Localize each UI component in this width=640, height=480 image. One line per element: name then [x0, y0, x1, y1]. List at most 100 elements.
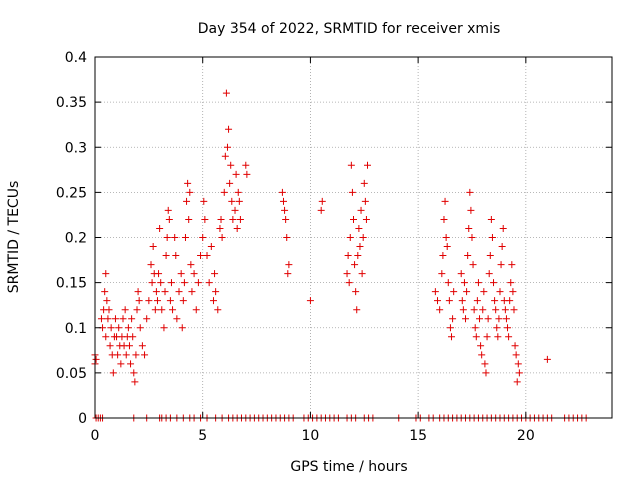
data-point — [458, 297, 466, 305]
data-point — [442, 234, 450, 241]
data-point — [511, 342, 519, 350]
data-point — [543, 355, 551, 363]
data-point — [471, 324, 479, 332]
data-point — [284, 270, 292, 278]
data-point — [203, 252, 211, 260]
data-point — [179, 297, 187, 305]
data-point — [127, 360, 135, 368]
data-point — [152, 288, 160, 296]
data-point — [477, 342, 485, 350]
data-point — [318, 197, 326, 205]
data-point — [124, 324, 132, 332]
data-point — [200, 197, 208, 205]
data-point — [439, 252, 447, 260]
data-point — [482, 369, 490, 377]
y-tick-label: 0.4 — [65, 50, 87, 66]
x-axis-label: GPS time / hours — [290, 459, 407, 475]
data-point — [102, 333, 110, 341]
y-axis-label: SRMTID / TECUs — [6, 181, 22, 294]
x-tick-label: 5 — [198, 428, 207, 444]
data-point — [148, 279, 156, 287]
data-point — [125, 342, 133, 350]
data-point — [161, 288, 169, 296]
data-point — [129, 333, 137, 341]
data-point — [134, 288, 142, 296]
data-point — [157, 279, 165, 287]
data-point — [351, 261, 359, 269]
data-point — [509, 288, 517, 296]
data-point — [492, 306, 500, 314]
data-point — [175, 288, 183, 296]
data-point — [499, 224, 507, 232]
data-point — [122, 351, 130, 359]
data-point — [479, 306, 487, 314]
data-point — [217, 215, 225, 223]
data-point — [494, 333, 502, 341]
data-point — [114, 351, 122, 359]
data-point — [306, 297, 314, 305]
y-tick-label: 0.25 — [56, 185, 87, 201]
data-point — [172, 252, 180, 260]
data-point — [103, 297, 111, 305]
data-point — [283, 234, 291, 241]
data-point — [356, 243, 364, 251]
data-point — [463, 288, 471, 296]
data-point — [450, 288, 458, 296]
data-point — [141, 351, 149, 359]
data-point — [232, 170, 240, 178]
data-point — [227, 161, 235, 169]
x-tick-label: 15 — [409, 428, 427, 444]
data-point — [173, 315, 181, 323]
data-point — [490, 279, 498, 287]
x-tick-label: 10 — [302, 428, 320, 444]
data-point — [440, 215, 448, 223]
data-point — [487, 215, 495, 223]
data-point — [443, 243, 451, 251]
data-point — [183, 197, 191, 205]
data-points — [91, 89, 590, 422]
data-point — [502, 315, 510, 323]
data-point — [344, 252, 352, 260]
data-point — [485, 270, 493, 278]
data-point — [92, 355, 100, 363]
data-point — [459, 306, 467, 314]
data-point — [508, 261, 516, 269]
data-point — [343, 270, 351, 278]
data-point — [212, 288, 220, 296]
data-point — [350, 215, 357, 223]
data-point — [214, 306, 222, 314]
data-point — [462, 315, 470, 323]
data-point — [278, 188, 286, 196]
data-point — [153, 297, 161, 305]
data-point — [505, 333, 513, 341]
data-point — [197, 252, 205, 260]
data-point — [155, 270, 163, 278]
data-point — [162, 252, 170, 260]
data-point — [147, 261, 155, 269]
data-point — [177, 270, 185, 278]
data-point — [317, 206, 325, 214]
data-point — [165, 215, 173, 223]
data-point — [345, 279, 353, 287]
data-point — [438, 270, 446, 278]
data-point — [346, 234, 354, 241]
data-point — [149, 243, 157, 251]
data-point — [209, 297, 217, 305]
data-point — [216, 224, 224, 232]
data-point — [495, 315, 503, 323]
data-point — [166, 297, 174, 305]
data-point — [358, 270, 366, 278]
data-point — [235, 197, 243, 205]
data-point — [444, 279, 452, 287]
data-point — [111, 315, 119, 323]
data-point — [360, 179, 368, 187]
data-point — [282, 215, 290, 223]
data-point — [104, 315, 112, 323]
data-point — [187, 261, 195, 269]
data-point — [242, 161, 250, 169]
data-point — [97, 315, 105, 323]
data-point — [466, 188, 474, 196]
data-point — [121, 306, 129, 314]
data-point — [515, 369, 523, 377]
